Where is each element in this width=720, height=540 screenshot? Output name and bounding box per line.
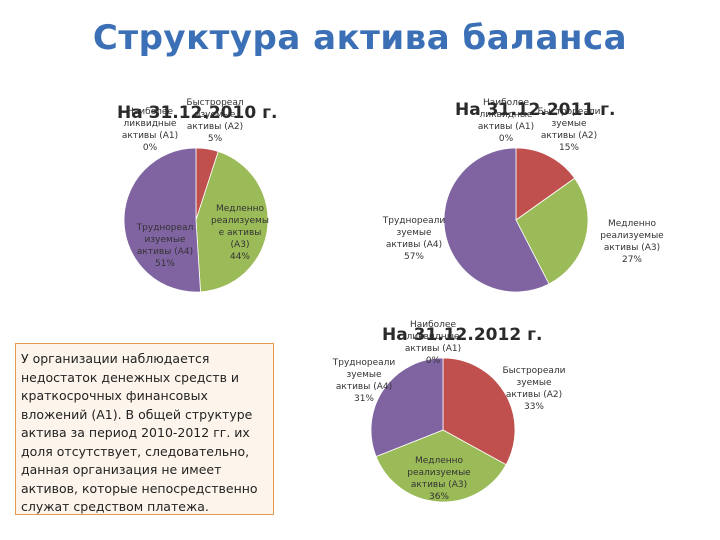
pie-2012-slice-a2 bbox=[442, 357, 516, 466]
pie-2012-label-a2: Быстрореали зуемые активы (А2) 33% bbox=[502, 366, 566, 412]
pie-2011-label-a4: Труднореали зуемые активы (А4) 57% bbox=[382, 216, 446, 262]
pie-2010-label-a2: Быстрореал изуемые активы (А2) 5% bbox=[186, 98, 244, 144]
pie-2010-label-a3: Медленно реализуемы е активы (А3) 44% bbox=[211, 204, 269, 262]
pie-2011-slice-a4 bbox=[443, 147, 550, 293]
chart-2010-title: На 31.12.2010 г. bbox=[117, 103, 278, 123]
summary-text-box: У организации наблюдается недостаток ден… bbox=[15, 343, 274, 515]
pie-2010-label-a4: Труднореал изуемые активы (А4) 51% bbox=[136, 223, 194, 269]
pie-2010-label-a1: Наиболее ликвидные активы (А1) 0% bbox=[121, 107, 179, 153]
pie-2012-label-a3: Медленно реализуемые активы (А3) 36% bbox=[407, 456, 471, 502]
pie-2011-slice-a2 bbox=[515, 147, 576, 221]
pie-2010-slice-a4 bbox=[123, 147, 201, 293]
page-title: Структура актива баланса bbox=[92, 18, 628, 58]
pie-2012-slice-a3 bbox=[375, 429, 507, 503]
pie-2010-slice-a3 bbox=[195, 151, 269, 293]
pie-2011-slice-a3 bbox=[515, 177, 589, 285]
pie-2011-label-a3: Медленно реализуемые активы (А3) 27% bbox=[600, 219, 664, 265]
pie-2011-label-a1: Наиболее ликвидные активы (А1) 0% bbox=[477, 98, 535, 144]
pie-2012-label-a4: Труднореали зуемые активы (А4) 31% bbox=[332, 358, 396, 404]
pie-2011-label-a2: Быстрореали зуемые активы (А2) 15% bbox=[537, 107, 601, 153]
pie-2012-label-a1: Наиболее ликвидные активы (А1) 0% bbox=[404, 320, 462, 366]
pie-2012-slice-a4 bbox=[370, 357, 444, 458]
chart-2011-title: На 31.12.2011 г. bbox=[455, 100, 616, 120]
chart-2012-title: На 31.12.2012 г. bbox=[382, 325, 543, 345]
